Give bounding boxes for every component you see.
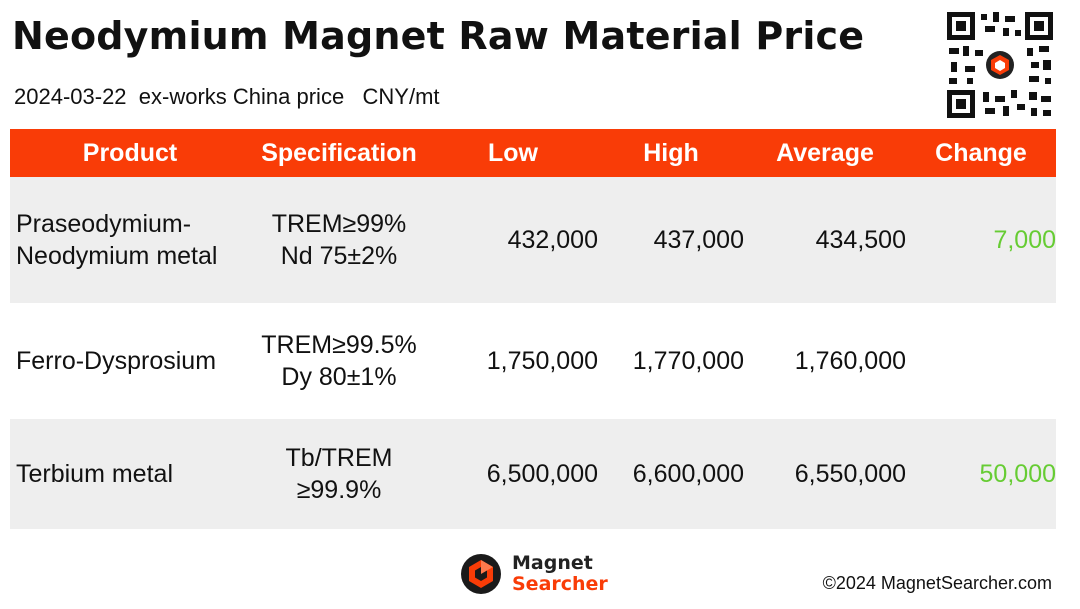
copyright-text: ©2024 MagnetSearcher.com xyxy=(822,573,1052,593)
magnetsearcher-logo[interactable]: Magnet Searcher xyxy=(460,553,608,595)
table-header: Product Specification Low High Average C… xyxy=(10,129,1056,177)
average-price-cell: 1,760,000 xyxy=(794,346,906,375)
change-cell: 50,000 xyxy=(979,459,1056,488)
table-row: Praseodymium- Neodymium metal TREM≥99% N… xyxy=(10,177,1056,303)
specification-cell: TREM≥99.5% Dy 80±1% xyxy=(261,331,417,391)
subtitle: 2024-03-22 ex-works China price CNY/mt xyxy=(14,84,440,110)
qr-code-icon[interactable] xyxy=(945,10,1055,120)
low-price-cell: 6,500,000 xyxy=(486,459,598,488)
high-price-cell: 1,770,000 xyxy=(632,346,744,375)
low-price-cell: 432,000 xyxy=(507,225,598,254)
col-header-product: Product xyxy=(82,138,178,167)
col-header-high: High xyxy=(643,138,699,167)
price-basis: ex-works China price xyxy=(138,84,345,109)
col-header-low: Low xyxy=(488,138,538,167)
report-date: 2024-03-22 xyxy=(14,84,127,109)
hexagon-logo-icon xyxy=(461,554,501,594)
page-title: Neodymium Magnet Raw Material Price xyxy=(12,14,865,58)
average-price-cell: 6,550,000 xyxy=(794,459,906,488)
col-header-average: Average xyxy=(776,138,874,167)
table-row: Terbium metal Tb/TREM ≥99.9% 6,500,000 6… xyxy=(10,419,1056,529)
product-cell: Praseodymium- Neodymium metal xyxy=(16,210,218,270)
product-cell: Ferro-Dysprosium xyxy=(16,347,217,375)
average-price-cell: 434,500 xyxy=(815,225,906,254)
specification-cell: TREM≥99% Nd 75±2% xyxy=(271,210,407,270)
change-cell: 7,000 xyxy=(993,225,1056,254)
table-row: Ferro-Dysprosium TREM≥99.5% Dy 80±1% 1,7… xyxy=(10,303,1056,419)
high-price-cell: 6,600,000 xyxy=(632,459,744,488)
logo-wordmark: Magnet Searcher xyxy=(512,552,608,595)
col-header-specification: Specification xyxy=(261,138,417,167)
price-table: Product Specification Low High Average C… xyxy=(10,129,1056,529)
price-unit: CNY/mt xyxy=(362,84,440,109)
high-price-cell: 437,000 xyxy=(653,225,744,254)
low-price-cell: 1,750,000 xyxy=(486,346,598,375)
specification-cell: Tb/TREM ≥99.9% xyxy=(285,444,393,504)
product-cell: Terbium metal xyxy=(16,460,173,488)
col-header-change: Change xyxy=(935,138,1027,167)
